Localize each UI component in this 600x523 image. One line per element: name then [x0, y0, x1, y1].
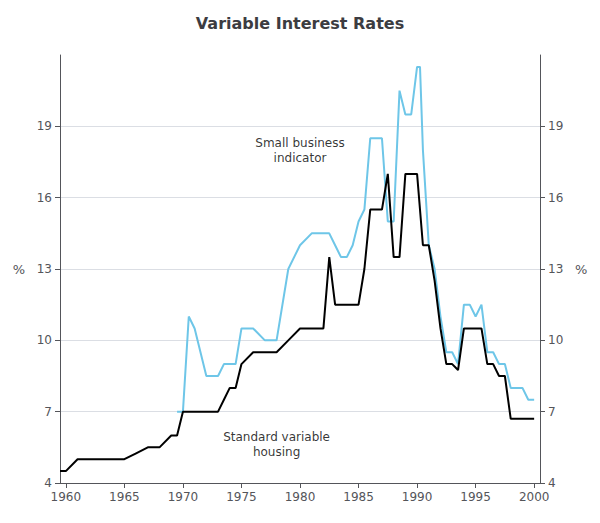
svg-text:1990: 1990 [402, 490, 433, 504]
svg-text:indicator: indicator [274, 151, 327, 165]
svg-text:1995: 1995 [460, 490, 491, 504]
svg-text:10: 10 [37, 333, 52, 347]
svg-text:4: 4 [44, 476, 52, 490]
svg-text:%: % [13, 262, 25, 277]
svg-text:Variable Interest Rates: Variable Interest Rates [196, 14, 404, 33]
svg-text:Small business: Small business [255, 136, 344, 150]
svg-text:1970: 1970 [168, 490, 199, 504]
svg-text:4: 4 [548, 476, 556, 490]
svg-text:16: 16 [548, 191, 563, 205]
svg-text:1965: 1965 [109, 490, 140, 504]
svg-text:1980: 1980 [285, 490, 316, 504]
svg-text:2000: 2000 [519, 490, 550, 504]
svg-text:housing: housing [253, 445, 300, 459]
svg-text:1975: 1975 [226, 490, 257, 504]
svg-text:1985: 1985 [343, 490, 374, 504]
svg-text:13: 13 [548, 262, 563, 276]
svg-text:10: 10 [548, 333, 563, 347]
svg-text:19: 19 [548, 119, 563, 133]
svg-text:7: 7 [44, 405, 52, 419]
svg-text:1960: 1960 [51, 490, 82, 504]
svg-text:16: 16 [37, 191, 52, 205]
svg-text:19: 19 [37, 119, 52, 133]
svg-text:13: 13 [37, 262, 52, 276]
svg-text:Standard variable: Standard variable [223, 430, 330, 444]
svg-text:7: 7 [548, 405, 556, 419]
svg-text:%: % [575, 262, 587, 277]
